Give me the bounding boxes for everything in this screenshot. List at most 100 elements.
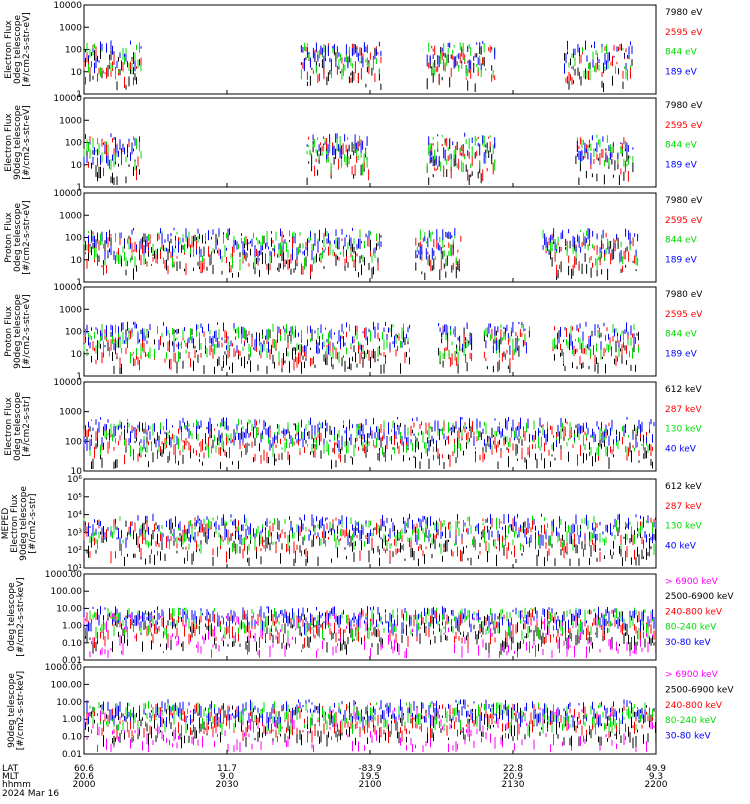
legend-entry: 30-80 keV: [665, 638, 711, 648]
y-axis-label: [#/cm2-s-str-eV]: [22, 12, 32, 87]
x-axis-row-label-mlt: MLT: [2, 772, 20, 782]
y-tick-label: 10⁵: [67, 493, 82, 503]
x-tick-label-mlt: 9.3: [649, 772, 663, 782]
y-tick-label: 100: [65, 234, 82, 244]
legend-entry: > 6900 keV: [665, 577, 719, 587]
x-tick-label-hhmm: 2000: [73, 780, 96, 790]
x-tick-label-hhmm: 2030: [216, 780, 239, 790]
series-trace: [83, 699, 646, 729]
legend-entry: 189 eV: [665, 349, 698, 359]
y-axis-label: MEPED: [1, 508, 11, 540]
legend-entry: 2595 eV: [665, 216, 703, 226]
legend-entry: 189 eV: [665, 255, 698, 265]
legend-entry: 130 keV: [665, 425, 702, 435]
series-trace: [83, 229, 639, 271]
y-tick-label: 10: [71, 467, 83, 477]
series-trace: [83, 606, 655, 636]
y-tick-label: 1000: [59, 305, 82, 315]
y-tick-label: 1: [76, 183, 82, 193]
y-tick-label: 10.00: [56, 698, 82, 708]
y-tick-label: 0.01: [62, 656, 82, 666]
legend-entry: 287 keV: [665, 405, 702, 415]
legend-entry: 287 keV: [665, 502, 702, 512]
panel-8: 0.01 0.10 1.00 10.00 100.00 1000.00 90deg tele…: [7, 663, 734, 760]
y-axis-label: Electron Flux: [4, 397, 14, 456]
y-axis-label: [#/cm2-s-str]: [22, 396, 32, 456]
x-tick-label-lat: -83.9: [358, 764, 382, 774]
y-axis-label: Electron Flux: [10, 494, 20, 553]
legend-entry: 844 eV: [665, 236, 698, 246]
y-tick-label: 10²: [67, 546, 82, 556]
y-tick-label: 10000: [53, 283, 82, 293]
x-tick-label-lat: 49.9: [646, 764, 666, 774]
legend-entry: 240-800 keV: [665, 701, 723, 711]
data-traces: [83, 227, 639, 280]
y-tick-label: 0.10: [62, 733, 82, 743]
y-axis-label: 90deg telescope: [7, 673, 17, 748]
data-traces: [83, 321, 639, 374]
legend-entry: 612 keV: [665, 482, 702, 492]
legend-entry: 612 keV: [665, 385, 702, 395]
legend-entry: 7980 eV: [665, 290, 703, 300]
y-axis-label: 90deg telescope: [13, 105, 23, 180]
y-tick-label: 10: [71, 256, 83, 266]
legend-entry: 844 eV: [665, 330, 698, 340]
panel-7: 0.01 0.10 1.00 10.00 100.00 1000.00 0deg teles…: [7, 570, 734, 666]
legend-entry: 80-240 keV: [665, 716, 717, 726]
data-traces: [83, 416, 656, 469]
series-trace: [85, 513, 656, 549]
legend-entry: 30-80 keV: [665, 732, 711, 742]
x-tick-label-hhmm: 2130: [502, 780, 525, 790]
x-tick-label-hhmm: 2100: [359, 780, 382, 790]
y-axis-label: 90deg telescope: [13, 294, 23, 369]
legend-entry: 844 eV: [665, 141, 698, 151]
y-axis-label: [#/cm2-s-str-eV]: [22, 105, 32, 180]
y-tick-label: 10⁶: [67, 475, 82, 485]
y-tick-label: 10⁴: [67, 511, 82, 521]
y-axis-label: [#/cm2-s-str-keV]: [16, 577, 26, 656]
series-trace: [83, 40, 633, 74]
series-trace: [86, 519, 656, 566]
panel-2: 1 10 100 1000 10000 Electron Flux 90deg telesc…: [4, 94, 703, 193]
data-traces: [83, 606, 656, 658]
y-axis-label: [#/cm2-s-str]: [28, 493, 38, 553]
y-tick-label: 1: [76, 90, 82, 100]
y-tick-label: 100: [65, 437, 82, 447]
y-tick-label: 1.00: [62, 715, 82, 725]
y-tick-label: 1000: [59, 116, 82, 126]
panel-1: 1 10 100 1000 10000 Electron Flux 0deg telesco…: [4, 1, 703, 100]
y-axis-label: [#/cm2-s-str-keV]: [16, 671, 26, 750]
y-tick-label: 10000: [53, 189, 82, 199]
y-tick-label: 0.10: [62, 639, 82, 649]
y-tick-label: 0.01: [62, 750, 82, 760]
x-tick-label-mlt: 20.9: [503, 772, 523, 782]
y-tick-label: 1000: [59, 408, 82, 418]
legend-entry: 2500-6900 keV: [665, 592, 734, 602]
series-trace: [83, 321, 635, 356]
y-tick-label: 1: [76, 372, 82, 382]
y-tick-label: 100: [65, 46, 82, 56]
y-axis-label: 0deg telescope: [13, 392, 23, 462]
y-axis-label: [#/cm2-s-str-eV]: [22, 294, 32, 369]
series-trace: [83, 515, 656, 556]
legend-entry: > 6900 keV: [665, 670, 719, 680]
legend-entry: 40 keV: [665, 541, 697, 551]
series-trace: [83, 43, 633, 88]
x-axis-row-label-lat: LAT: [2, 764, 19, 774]
legend-entry: 240-800 keV: [665, 607, 723, 617]
y-axis-label: 0deg telescope: [13, 15, 23, 85]
y-tick-label: 10000: [53, 94, 82, 104]
y-tick-label: 10: [71, 161, 83, 171]
series-trace: [85, 227, 639, 263]
y-tick-label: 1: [76, 278, 82, 288]
data-traces: [83, 699, 656, 752]
legend-entry: 2595 eV: [665, 310, 703, 320]
x-tick-label-lat: 11.7: [217, 764, 237, 774]
y-tick-label: 10³: [67, 528, 82, 538]
x-tick-label-hhmm: 2200: [645, 780, 668, 790]
legend-entry: 2500-6900 keV: [665, 685, 734, 695]
y-axis-label: Proton Flux: [4, 306, 14, 357]
